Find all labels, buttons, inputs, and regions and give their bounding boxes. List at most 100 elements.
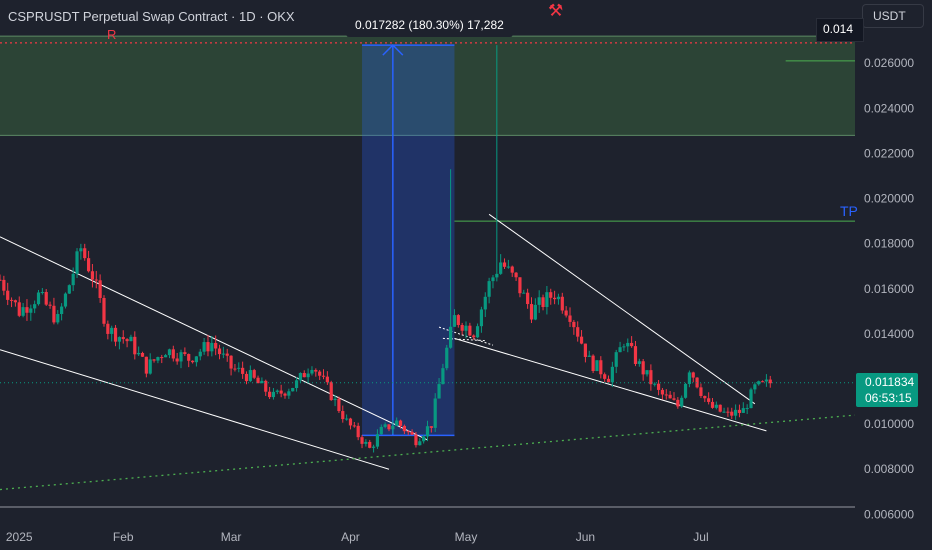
candle-body: [98, 280, 102, 299]
candle-body: [67, 285, 71, 294]
candle-body: [140, 352, 145, 357]
candle-body: [152, 359, 156, 361]
candle-body: [275, 390, 279, 392]
candle-body: [194, 356, 199, 363]
candle-body: [133, 336, 137, 355]
candle-body: [660, 389, 665, 395]
candle-body: [533, 304, 537, 320]
candle-body: [348, 418, 353, 426]
candle-body: [475, 326, 480, 338]
candle-body: [753, 384, 757, 390]
time-axis: [0, 520, 932, 550]
candle-body: [260, 380, 264, 384]
resistance-zone: [0, 36, 855, 136]
candle-body: [25, 307, 29, 313]
candle-body: [572, 321, 576, 328]
candle-body: [0, 279, 2, 281]
hammer-icon[interactable]: ⚒: [548, 1, 564, 20]
x-tick-label: Apr: [341, 530, 360, 544]
y-tick-label: 0.024000: [864, 101, 914, 115]
candle-body: [664, 394, 668, 396]
lower-wedge-line: [0, 349, 390, 470]
countdown-timer: 06:53:15: [865, 391, 912, 405]
candle-body: [125, 339, 129, 342]
x-tick-label: Feb: [113, 530, 134, 544]
candle-body: [410, 431, 414, 435]
candle-body: [707, 398, 711, 402]
candle-body: [183, 352, 187, 355]
candle-body: [375, 434, 380, 447]
candle-body: [510, 266, 514, 273]
candle-body: [464, 325, 468, 331]
candle-body: [341, 411, 345, 420]
candle-body: [237, 367, 241, 369]
candle-body: [710, 401, 715, 408]
candle-body: [356, 425, 360, 438]
candle-body: [187, 354, 191, 361]
candle-body: [106, 323, 110, 334]
candle-body: [352, 425, 356, 427]
candle-body: [676, 399, 680, 407]
candle-body: [379, 426, 383, 435]
candle-body: [21, 307, 25, 316]
candle-body: [714, 404, 718, 408]
candle-body: [298, 373, 303, 381]
candle-body: [198, 351, 202, 357]
candle-body: [56, 314, 60, 323]
candle-body: [17, 302, 21, 316]
candle-body: [310, 369, 314, 374]
y-tick-label: 0.026000: [864, 56, 914, 70]
y-tick-label: 0.006000: [864, 507, 914, 521]
candle-body: [595, 360, 599, 371]
candle-body: [603, 374, 607, 379]
price-axis: [855, 0, 932, 550]
candle-body: [656, 383, 661, 390]
candle-body: [148, 359, 152, 374]
candle-body: [345, 418, 349, 420]
candle-body: [287, 391, 291, 396]
candle-body: [737, 409, 742, 413]
candle-body: [741, 408, 745, 413]
target-label: TP: [840, 203, 858, 219]
candle-body: [279, 390, 283, 394]
candle-body: [495, 273, 499, 278]
candle-body: [699, 387, 703, 396]
candle-body: [552, 297, 557, 300]
candle-body: [468, 325, 472, 336]
candles: [0, 45, 772, 453]
y-tick-label: 0.010000: [864, 417, 914, 431]
candle-body: [206, 342, 210, 352]
candle-body: [760, 381, 765, 383]
candle-body: [564, 310, 568, 316]
candle-body: [579, 336, 584, 344]
candle-body: [102, 298, 106, 324]
candle-body: [422, 436, 426, 442]
candle-body: [637, 361, 641, 364]
candle-body: [383, 424, 387, 427]
candle-body: [522, 292, 526, 294]
candle-body: [614, 352, 618, 367]
candle-body: [267, 391, 272, 398]
currency-button[interactable]: USDT: [862, 4, 924, 28]
x-tick-label: 2025: [6, 530, 33, 544]
candle-body: [229, 355, 233, 369]
candle-body: [445, 347, 449, 369]
candle-body: [391, 425, 395, 430]
candle-body: [314, 369, 318, 372]
candle-body: [36, 292, 41, 305]
candle-body: [79, 248, 83, 252]
candle-body: [514, 272, 518, 278]
candle-body: [749, 389, 753, 409]
candle-body: [734, 409, 738, 416]
candle-body: [449, 326, 453, 348]
candle-body: [48, 304, 52, 306]
candle-body: [560, 296, 564, 311]
candle-body: [506, 266, 510, 268]
candle-body: [703, 395, 707, 399]
candle-body: [456, 315, 460, 325]
candle-body: [179, 352, 183, 362]
symbol-title[interactable]: CSPRUSDT Perpetual Swap Contract · 1D · …: [8, 9, 295, 24]
candle-body: [645, 370, 649, 375]
falling-wedge-upper: [488, 213, 756, 405]
